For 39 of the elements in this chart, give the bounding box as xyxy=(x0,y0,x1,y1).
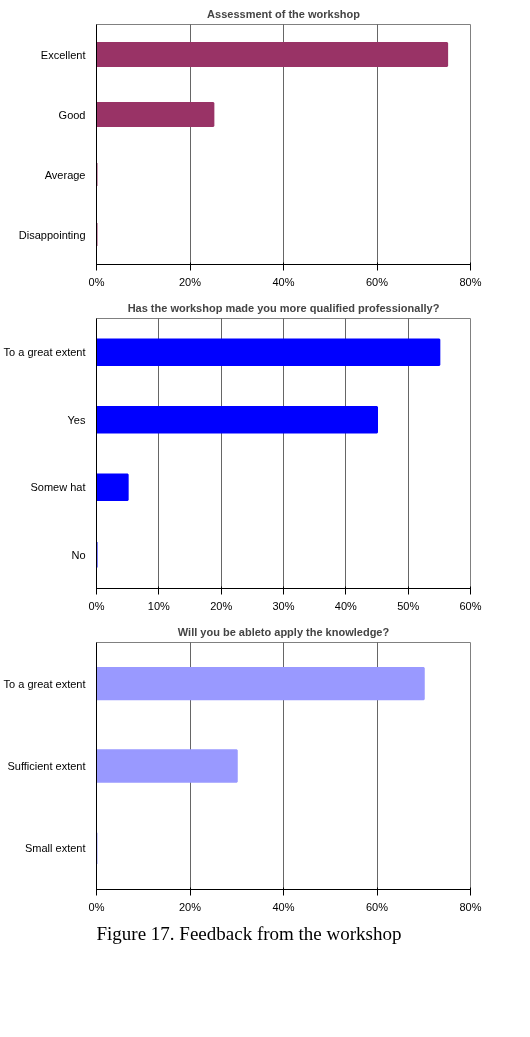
bar xyxy=(96,42,449,67)
x-tick-label: 0% xyxy=(88,900,105,913)
bar xyxy=(96,473,129,502)
y-tick-label: Yes xyxy=(67,413,86,426)
x-tick-label: 0% xyxy=(88,599,105,612)
bar xyxy=(96,749,238,783)
x-tick-label: 60% xyxy=(365,900,389,913)
y-tick-label: Sufficient extent xyxy=(7,760,86,772)
x-tick-label: 30% xyxy=(272,599,295,612)
x-tick-label: 80% xyxy=(459,275,482,288)
chart-title: Has the workshop made you more qualified professionally? xyxy=(127,301,440,314)
x-tick-label: 20% xyxy=(178,275,202,288)
y-tick-label: To a great extent xyxy=(3,677,86,690)
chart-title: Assessment of the workshop xyxy=(207,7,361,20)
x-tick-label: 20% xyxy=(178,900,202,913)
y-tick-label: Somew hat xyxy=(30,481,86,494)
y-tick-label: Good xyxy=(58,108,86,121)
bar xyxy=(96,405,378,434)
bar xyxy=(96,667,425,701)
bar xyxy=(96,338,441,367)
x-tick-label: 10% xyxy=(147,599,171,612)
x-tick-label: 50% xyxy=(397,599,420,612)
bar xyxy=(96,102,215,127)
y-tick-label: To a great extent xyxy=(3,346,86,359)
x-tick-label: 60% xyxy=(459,599,482,612)
x-tick-label: 60% xyxy=(365,275,389,288)
y-tick-label: Disappointing xyxy=(18,228,86,241)
y-tick-label: Small extent xyxy=(24,842,86,855)
y-tick-label: No xyxy=(71,548,86,561)
chart-title: Will you be ableto apply the knowledge? xyxy=(177,625,390,638)
y-tick-label: Average xyxy=(44,168,86,181)
x-tick-label: 0% xyxy=(88,275,105,288)
x-tick-label: 40% xyxy=(272,275,295,288)
x-tick-label: 40% xyxy=(334,599,358,612)
caption: Figure 17. Feedback from the workshop xyxy=(96,922,402,944)
x-tick-label: 80% xyxy=(459,900,482,913)
x-tick-label: 40% xyxy=(272,900,295,913)
y-tick-label: Excellent xyxy=(40,48,86,61)
x-tick-label: 20% xyxy=(210,599,233,612)
